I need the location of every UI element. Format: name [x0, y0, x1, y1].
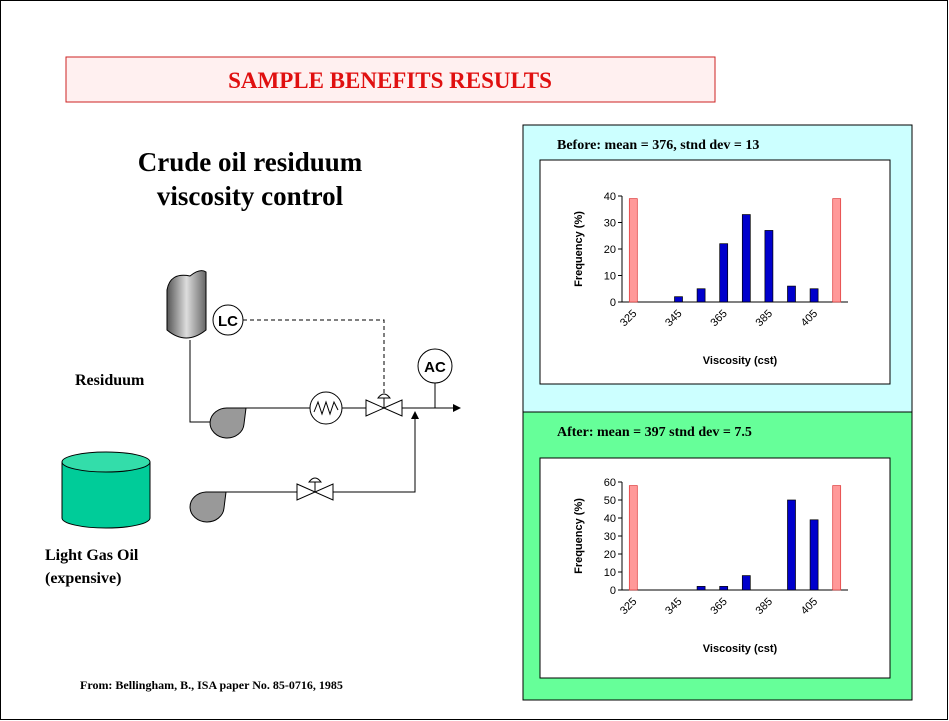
bar: [810, 289, 818, 302]
ac-label: AC: [424, 359, 446, 376]
y-tick-label: 10: [604, 567, 616, 579]
gas-oil-label: Light Gas Oil: [45, 547, 139, 564]
citation: From: Bellingham, B., ISA paper No. 85-0…: [80, 678, 343, 692]
slide: SAMPLE BENEFITS RESULTS Crude oil residu…: [0, 0, 949, 721]
bar: [788, 500, 796, 590]
y-tick-label: 0: [610, 297, 616, 309]
bar: [788, 286, 796, 302]
bar: [720, 586, 728, 590]
residuum-label: Residuum: [75, 372, 145, 389]
y-tick-label: 30: [604, 218, 616, 230]
y-axis-title: Frequency (%): [573, 211, 585, 287]
bar: [697, 289, 705, 302]
y-tick-label: 50: [604, 495, 616, 507]
panel-title: Before: mean = 376, stnd dev = 13: [557, 138, 759, 153]
bar: [675, 297, 683, 302]
panel-title: After: mean = 397 stnd dev = 7.5: [557, 425, 752, 440]
y-tick-label: 10: [604, 271, 616, 283]
y-axis-title: Frequency (%): [573, 498, 585, 574]
bar: [697, 586, 705, 590]
bar: [765, 230, 773, 302]
y-tick-label: 60: [604, 477, 616, 489]
bar: [720, 244, 728, 302]
title: SAMPLE BENEFITS RESULTS: [228, 68, 552, 93]
subtitle: Crude oil residuum: [138, 147, 363, 177]
bar: [742, 576, 750, 590]
bar: [810, 520, 818, 590]
gas-oil-label: (expensive): [45, 570, 121, 587]
y-tick-label: 40: [604, 513, 616, 525]
lc-label: LC: [218, 313, 238, 330]
y-tick-label: 30: [604, 531, 616, 543]
bar: [833, 486, 841, 590]
y-tick-label: 20: [604, 549, 616, 561]
y-tick-label: 20: [604, 244, 616, 256]
bar: [629, 199, 637, 302]
bar: [833, 199, 841, 302]
bar: [629, 486, 637, 590]
x-axis-title: Viscosity (cst): [703, 355, 778, 367]
y-tick-label: 40: [604, 191, 616, 203]
subtitle: viscosity control: [157, 181, 344, 211]
bar: [742, 215, 750, 302]
x-axis-title: Viscosity (cst): [703, 643, 778, 655]
y-tick-label: 0: [610, 585, 616, 597]
